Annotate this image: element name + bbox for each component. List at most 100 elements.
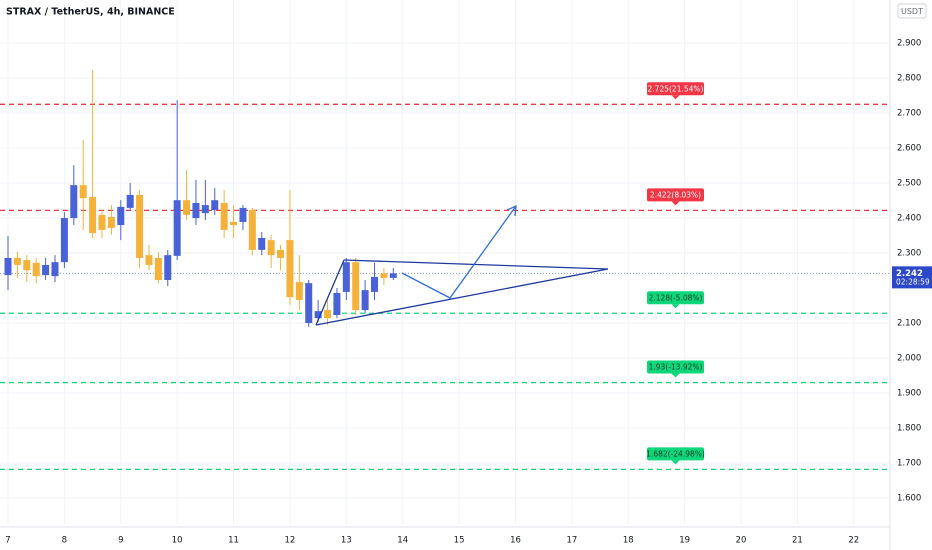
- candle-body: [126, 194, 134, 208]
- candle-body: [258, 238, 266, 250]
- candle-body: [23, 260, 31, 271]
- level-label: 1.682(-24.98%): [646, 449, 705, 458]
- level-tag-pointer: [671, 304, 680, 309]
- drawings: [315, 204, 609, 326]
- candle-body: [314, 311, 322, 319]
- candle-body: [277, 249, 285, 258]
- candle-body: [192, 203, 200, 219]
- candle-body: [295, 282, 303, 300]
- y-tick-label: 2.800: [897, 74, 921, 84]
- level-tag: 2.128(-5.08%): [647, 291, 704, 309]
- candle-body: [32, 262, 40, 277]
- candle-body: [239, 207, 247, 222]
- candle-body: [117, 206, 125, 226]
- candle-body: [4, 257, 12, 276]
- candle-body: [220, 203, 228, 230]
- x-tick-label: 17: [566, 536, 577, 546]
- arrow-head: [506, 204, 517, 217]
- x-tick-label: 11: [228, 536, 239, 546]
- candle-body: [173, 200, 181, 256]
- level-tag: 1.93(-13.92%): [647, 360, 704, 378]
- level-tag-pointer: [671, 201, 680, 206]
- triangle-left: [315, 259, 345, 326]
- level-label: 2.725(21.54%): [648, 84, 704, 93]
- level-tag-pointer: [671, 373, 680, 378]
- candle-body: [107, 217, 115, 228]
- level-tag-box: [647, 188, 704, 202]
- level-label: 2.422(8.03%): [650, 190, 701, 199]
- x-tick-label: 9: [118, 536, 123, 546]
- candle-body: [211, 200, 219, 210]
- triangle-lower: [315, 268, 609, 326]
- y-tick-label: 2.100: [897, 319, 921, 329]
- candle-body: [51, 262, 59, 277]
- x-tick-label: 19: [679, 536, 690, 546]
- candle-body: [154, 257, 162, 280]
- candle-body: [136, 194, 144, 258]
- y-tick-label: 1.900: [897, 389, 921, 399]
- candle-body: [89, 197, 97, 234]
- currency: USDT: [901, 7, 923, 16]
- candle-body: [230, 221, 238, 226]
- candle-body: [98, 214, 106, 230]
- candle-body: [79, 185, 87, 199]
- x-tick-label: 10: [172, 536, 183, 546]
- levels: 2.725(21.54%) 2.422(8.03%) 2.128(-5.08%) 1.…: [0, 82, 890, 471]
- y-tick-label: 2.700: [897, 109, 921, 119]
- last-price-label: 2.242: [896, 269, 923, 279]
- x-tick-label: 20: [736, 536, 747, 546]
- candle-body: [305, 283, 313, 324]
- level-tag-pointer: [671, 460, 680, 465]
- x-tick-label: 21: [792, 536, 803, 546]
- x-tick-label: 16: [510, 536, 521, 546]
- level-tag-box: [647, 82, 704, 96]
- x-tick-label: 15: [454, 536, 465, 546]
- y-tick-label: 2.500: [897, 179, 921, 189]
- grid: [0, 0, 890, 525]
- x-tick-label: 12: [285, 536, 296, 546]
- projection-arrow: [401, 205, 517, 299]
- y-tick-label: 2.300: [897, 249, 921, 259]
- candle-body: [60, 218, 68, 263]
- y-tick-label: 1.600: [897, 494, 921, 504]
- candle-body: [380, 273, 388, 278]
- candles: [4, 70, 397, 327]
- level-tag-pointer: [671, 95, 680, 100]
- chart-title: STRAX / TetherUS, 4h, BINANCE: [6, 7, 175, 18]
- candle-body: [13, 257, 21, 265]
- y-tick-label: 2.900: [897, 39, 921, 49]
- y-tick-label: 1.800: [897, 424, 921, 434]
- level-tag: 2.725(21.54%): [647, 82, 704, 100]
- level-label: 2.128(-5.08%): [649, 293, 703, 302]
- triangle-upper: [343, 259, 609, 270]
- candle-body: [164, 255, 172, 280]
- level-tag-box: [647, 360, 704, 374]
- y-tick-label: 2.400: [897, 214, 921, 224]
- level-tag-box: [647, 447, 704, 461]
- x-tick-label: 18: [623, 536, 634, 546]
- candle-body: [333, 292, 341, 315]
- candle-body: [145, 255, 153, 265]
- candle-body: [267, 240, 275, 256]
- level-tag-box: [647, 291, 704, 305]
- y-tick-label: 2.600: [897, 144, 921, 154]
- candle-body: [201, 205, 209, 214]
- level-tag: 1.682(-24.98%): [646, 447, 705, 465]
- x-tick-label: 8: [62, 536, 67, 546]
- x-tick-label: 7: [5, 536, 10, 546]
- candle-body: [389, 273, 397, 278]
- countdown-label: 02:28:59: [896, 277, 930, 286]
- level-tag: 2.422(8.03%): [647, 188, 704, 206]
- y-tick-label: 2.000: [897, 354, 921, 364]
- candle-body: [183, 200, 191, 215]
- candle-body: [361, 290, 369, 311]
- x-tick-label: 14: [397, 536, 408, 546]
- x-tick-label: 22: [848, 536, 859, 546]
- candle-body: [342, 262, 350, 292]
- level-label: 1.93(-13.92%): [649, 363, 703, 372]
- currency-badge[interactable]: [897, 3, 927, 19]
- candle-body: [70, 185, 78, 219]
- candle-body: [248, 210, 256, 250]
- candle-body: [371, 276, 379, 292]
